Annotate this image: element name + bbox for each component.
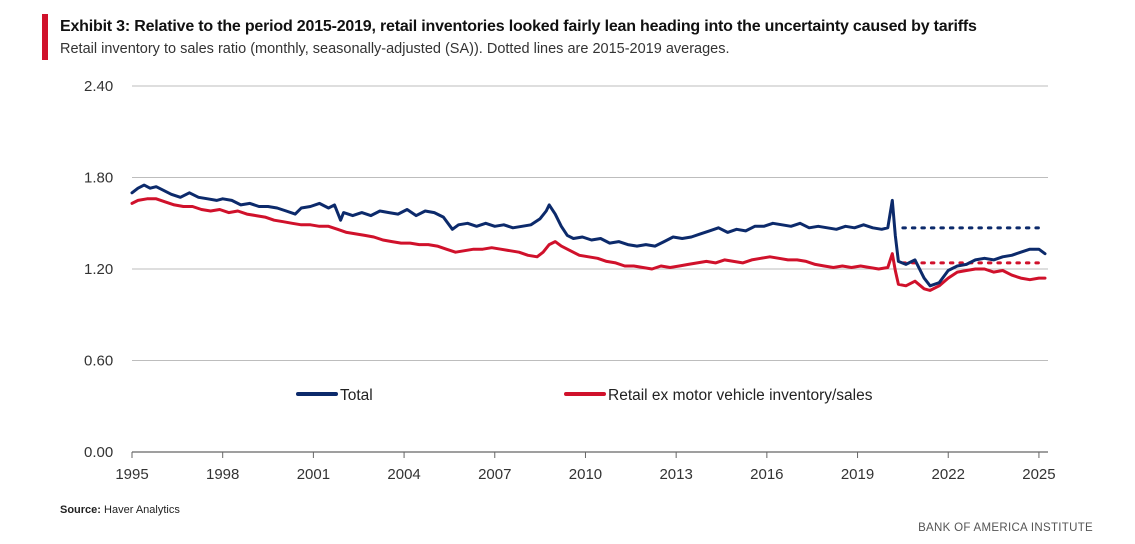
legend-label: Retail ex motor vehicle inventory/sales: [608, 387, 873, 404]
legend: Total Retail ex motor vehicle inventory/s…: [296, 387, 873, 404]
x-tick-label: 2022: [932, 466, 965, 483]
source-label: Source:: [60, 504, 101, 516]
x-axis-ticks: 1995 1998 2001 2004 2007 2010 2013 2016 2019 2022…: [115, 452, 1056, 483]
chart-title: Exhibit 3: Relative to the period 2015-2…: [60, 18, 977, 35]
gridlines: [132, 85, 1048, 453]
line-chart: 0.00 0.60 1.20 1.80 2.40 1995 1998 2001 2004 200…: [84, 78, 1056, 483]
x-tick-label: 2010: [569, 466, 602, 483]
x-tick-label: 1998: [206, 466, 239, 483]
brand-footer: BANK OF AMERICA INSTITUTE: [918, 522, 1093, 534]
x-tick-label: 1995: [115, 466, 148, 483]
average-lines: [901, 226, 1047, 265]
source-note: Source: Haver Analytics: [60, 504, 180, 516]
title-accent-bar: [42, 14, 48, 60]
x-tick-label: 2019: [841, 466, 874, 483]
y-tick-label: 1.80: [84, 170, 113, 187]
x-tick-label: 2001: [297, 466, 330, 483]
x-tick-label: 2025: [1022, 466, 1055, 483]
y-tick-label: 0.60: [84, 353, 113, 370]
chart-subtitle: Retail inventory to sales ratio (monthly…: [60, 41, 730, 57]
y-tick-label: 2.40: [84, 78, 113, 95]
series-line-retail-ex: [130, 197, 1047, 292]
series-lines: [130, 183, 1047, 292]
x-tick-label: 2004: [387, 466, 420, 483]
x-tick-label: 2013: [659, 466, 692, 483]
x-tick-label: 2016: [750, 466, 783, 483]
y-axis-ticks: 0.00 0.60 1.20 1.80 2.40: [84, 78, 113, 461]
y-tick-label: 0.00: [84, 444, 113, 461]
x-tick-label: 2007: [478, 466, 511, 483]
legend-label: Total: [340, 387, 373, 404]
series-line-total: [130, 183, 1047, 288]
y-tick-label: 1.20: [84, 261, 113, 278]
source-text: Haver Analytics: [100, 504, 180, 516]
